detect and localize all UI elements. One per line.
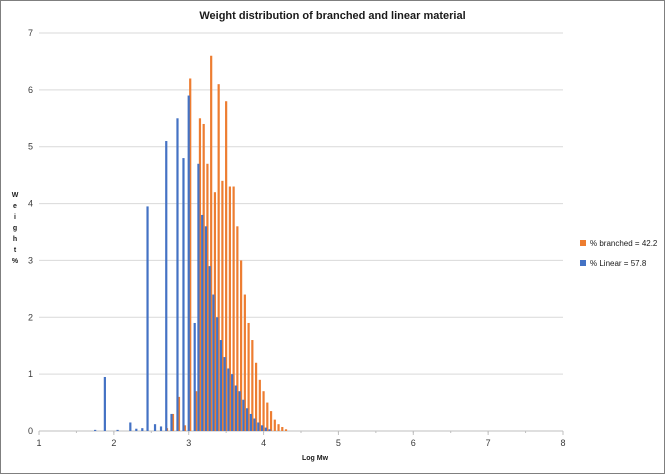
bar-linear [216,317,219,431]
bar-branched [171,413,175,431]
bar-linear [116,429,119,431]
x-tick-label: 4 [261,438,266,448]
bar-branched [232,186,235,431]
bar-linear [212,294,215,431]
x-tick-label: 5 [336,438,341,448]
bar-branched [202,123,205,431]
bar-branched [198,118,202,432]
y-axis-label-char: t [13,247,17,254]
bar-branched [217,84,220,432]
bar-branched [277,424,280,431]
bar-branched [284,429,288,431]
legend-label-linear: % Linear = 57.8 [590,258,647,268]
y-axis-label-char: i [14,214,16,221]
bar-linear [234,385,237,431]
legend-item-linear: % Linear = 57.8 [580,253,657,273]
bar-linear [153,424,157,431]
x-tick-label: 7 [486,438,491,448]
bar-linear [231,374,234,431]
bar-linear [253,418,256,431]
bar-branched [228,186,231,431]
bar-branched [206,163,209,431]
x-tick-label: 6 [411,438,416,448]
bar-linear [204,226,208,431]
bar-linear [227,368,230,431]
bar-branched [236,226,239,431]
bar-linear [197,163,200,431]
bar-branched [189,78,192,431]
bar-branched [240,260,243,431]
bar-linear [129,422,132,431]
bar-linear [264,427,267,431]
x-axis-label: Log Mw [301,455,329,462]
y-tick-label: 7 [28,28,33,38]
bar-branched [210,55,213,431]
x-tick-label: 3 [186,438,191,448]
bar-linear [208,266,211,431]
bar-linear [238,391,241,431]
bar-branched [258,379,261,431]
bar-linear [260,425,264,431]
bar-linear [170,413,173,431]
y-tick-label: 5 [28,142,33,152]
bar-branched [262,391,265,431]
x-tick-label: 8 [560,438,565,448]
y-axis-label-char: W [11,192,19,199]
bar-branched [251,340,254,431]
y-tick-label: 0 [28,426,33,436]
bar-branched [225,101,228,431]
y-tick-label: 4 [28,199,33,209]
y-tick-label: 1 [28,369,33,379]
bar-branched [177,396,181,431]
legend-swatch-linear [580,260,586,266]
bar-branched [221,180,224,431]
bar-branched [254,362,258,431]
bar-linear [182,158,185,432]
bar-linear [94,429,97,431]
bar-branched [266,402,269,431]
bar-linear [268,429,271,431]
bar-linear [193,322,196,431]
bar-linear [223,357,226,431]
bar-linear [176,118,179,432]
bar-linear [103,376,106,431]
bar-linear [141,428,144,431]
bar-linear [242,399,245,431]
bar-branched [269,411,273,431]
bar-branched [273,419,276,431]
bar-linear [135,428,138,431]
bar-branched [213,192,217,431]
x-tick-label: 2 [111,438,116,448]
bar-linear [257,422,260,431]
bar-branched [195,391,198,431]
y-axis-label-char: e [13,203,17,210]
legend-swatch-branched [580,240,586,246]
chart-title: Weight distribution of branched and line… [199,10,466,22]
bar-linear [246,408,249,431]
bar-linear [165,141,168,431]
legend-label-branched: % branched = 42.2 [590,238,658,248]
bar-branched [247,322,250,431]
legend: % branched = 42.2 % Linear = 57.8 [580,233,657,273]
y-tick-label: 2 [28,312,33,322]
y-axis-label-char: g [12,225,18,232]
bar-linear [187,95,190,432]
y-axis-label-char: h [12,236,18,243]
bar-linear [159,426,163,431]
bar-branched [243,294,246,431]
y-tick-label: 3 [28,255,33,265]
bar-branched [281,427,284,431]
bar-linear [146,206,149,431]
bar-linear [201,214,204,431]
bar-linear [219,340,223,431]
legend-item-branched: % branched = 42.2 [580,233,657,253]
y-axis-label-char: % [11,258,19,265]
y-tick-label: 6 [28,85,33,95]
bar-branched [183,425,187,431]
bar-linear [249,413,252,431]
x-tick-label: 1 [36,438,41,448]
